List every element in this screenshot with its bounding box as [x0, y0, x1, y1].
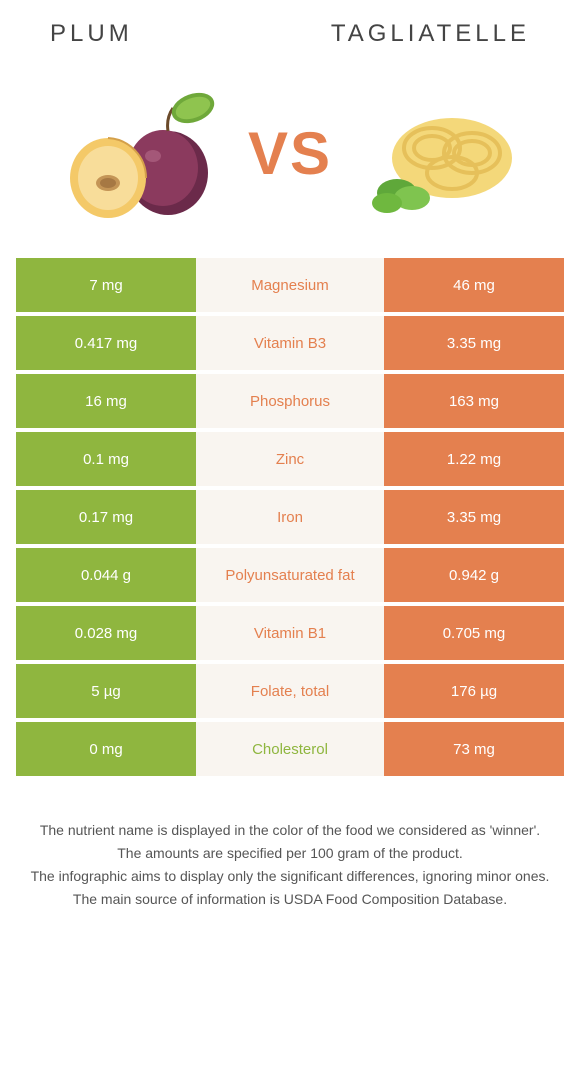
nutrient-name-cell: Cholesterol	[196, 722, 384, 776]
table-row: 0.417 mgVitamin B33.35 mg	[16, 316, 564, 370]
right-value-cell: 3.35 mg	[384, 316, 564, 370]
nutrient-name-cell: Zinc	[196, 432, 384, 486]
left-value-cell: 0.028 mg	[16, 606, 196, 660]
right-value-cell: 176 µg	[384, 664, 564, 718]
table-row: 0.044 gPolyunsaturated fat0.942 g	[16, 548, 564, 602]
right-value-cell: 0.705 mg	[384, 606, 564, 660]
right-food-title: Tagliatelle	[331, 20, 530, 48]
right-value-cell: 73 mg	[384, 722, 564, 776]
table-row: 0.1 mgZinc1.22 mg	[16, 432, 564, 486]
left-value-cell: 0.1 mg	[16, 432, 196, 486]
nutrient-name-cell: Vitamin B3	[196, 316, 384, 370]
right-value-cell: 3.35 mg	[384, 490, 564, 544]
nutrient-name-cell: Folate, total	[196, 664, 384, 718]
plum-image	[58, 78, 228, 228]
left-value-cell: 7 mg	[16, 258, 196, 312]
vs-label: VS	[248, 119, 332, 188]
left-value-cell: 16 mg	[16, 374, 196, 428]
header: Plum Tagliatelle	[0, 0, 580, 58]
hero-section: VS	[0, 58, 580, 258]
nutrient-name-cell: Phosphorus	[196, 374, 384, 428]
nutrient-name-cell: Vitamin B1	[196, 606, 384, 660]
left-value-cell: 0 mg	[16, 722, 196, 776]
comparison-table: 7 mgMagnesium46 mg0.417 mgVitamin B33.35…	[0, 258, 580, 776]
nutrient-name-cell: Iron	[196, 490, 384, 544]
footer-line: The main source of information is USDA F…	[30, 889, 550, 910]
left-value-cell: 0.417 mg	[16, 316, 196, 370]
table-row: 0 mgCholesterol73 mg	[16, 722, 564, 776]
footer-line: The infographic aims to display only the…	[30, 866, 550, 887]
left-value-cell: 0.17 mg	[16, 490, 196, 544]
table-row: 7 mgMagnesium46 mg	[16, 258, 564, 312]
table-row: 0.17 mgIron3.35 mg	[16, 490, 564, 544]
right-value-cell: 0.942 g	[384, 548, 564, 602]
left-value-cell: 0.044 g	[16, 548, 196, 602]
tagliatelle-image	[352, 78, 522, 228]
table-row: 5 µgFolate, total176 µg	[16, 664, 564, 718]
left-food-title: Plum	[50, 20, 133, 48]
left-value-cell: 5 µg	[16, 664, 196, 718]
table-row: 16 mgPhosphorus163 mg	[16, 374, 564, 428]
nutrient-name-cell: Polyunsaturated fat	[196, 548, 384, 602]
right-value-cell: 163 mg	[384, 374, 564, 428]
footer-notes: The nutrient name is displayed in the co…	[0, 780, 580, 932]
right-value-cell: 1.22 mg	[384, 432, 564, 486]
footer-line: The nutrient name is displayed in the co…	[30, 820, 550, 841]
footer-line: The amounts are specified per 100 gram o…	[30, 843, 550, 864]
table-row: 0.028 mgVitamin B10.705 mg	[16, 606, 564, 660]
nutrient-name-cell: Magnesium	[196, 258, 384, 312]
right-value-cell: 46 mg	[384, 258, 564, 312]
